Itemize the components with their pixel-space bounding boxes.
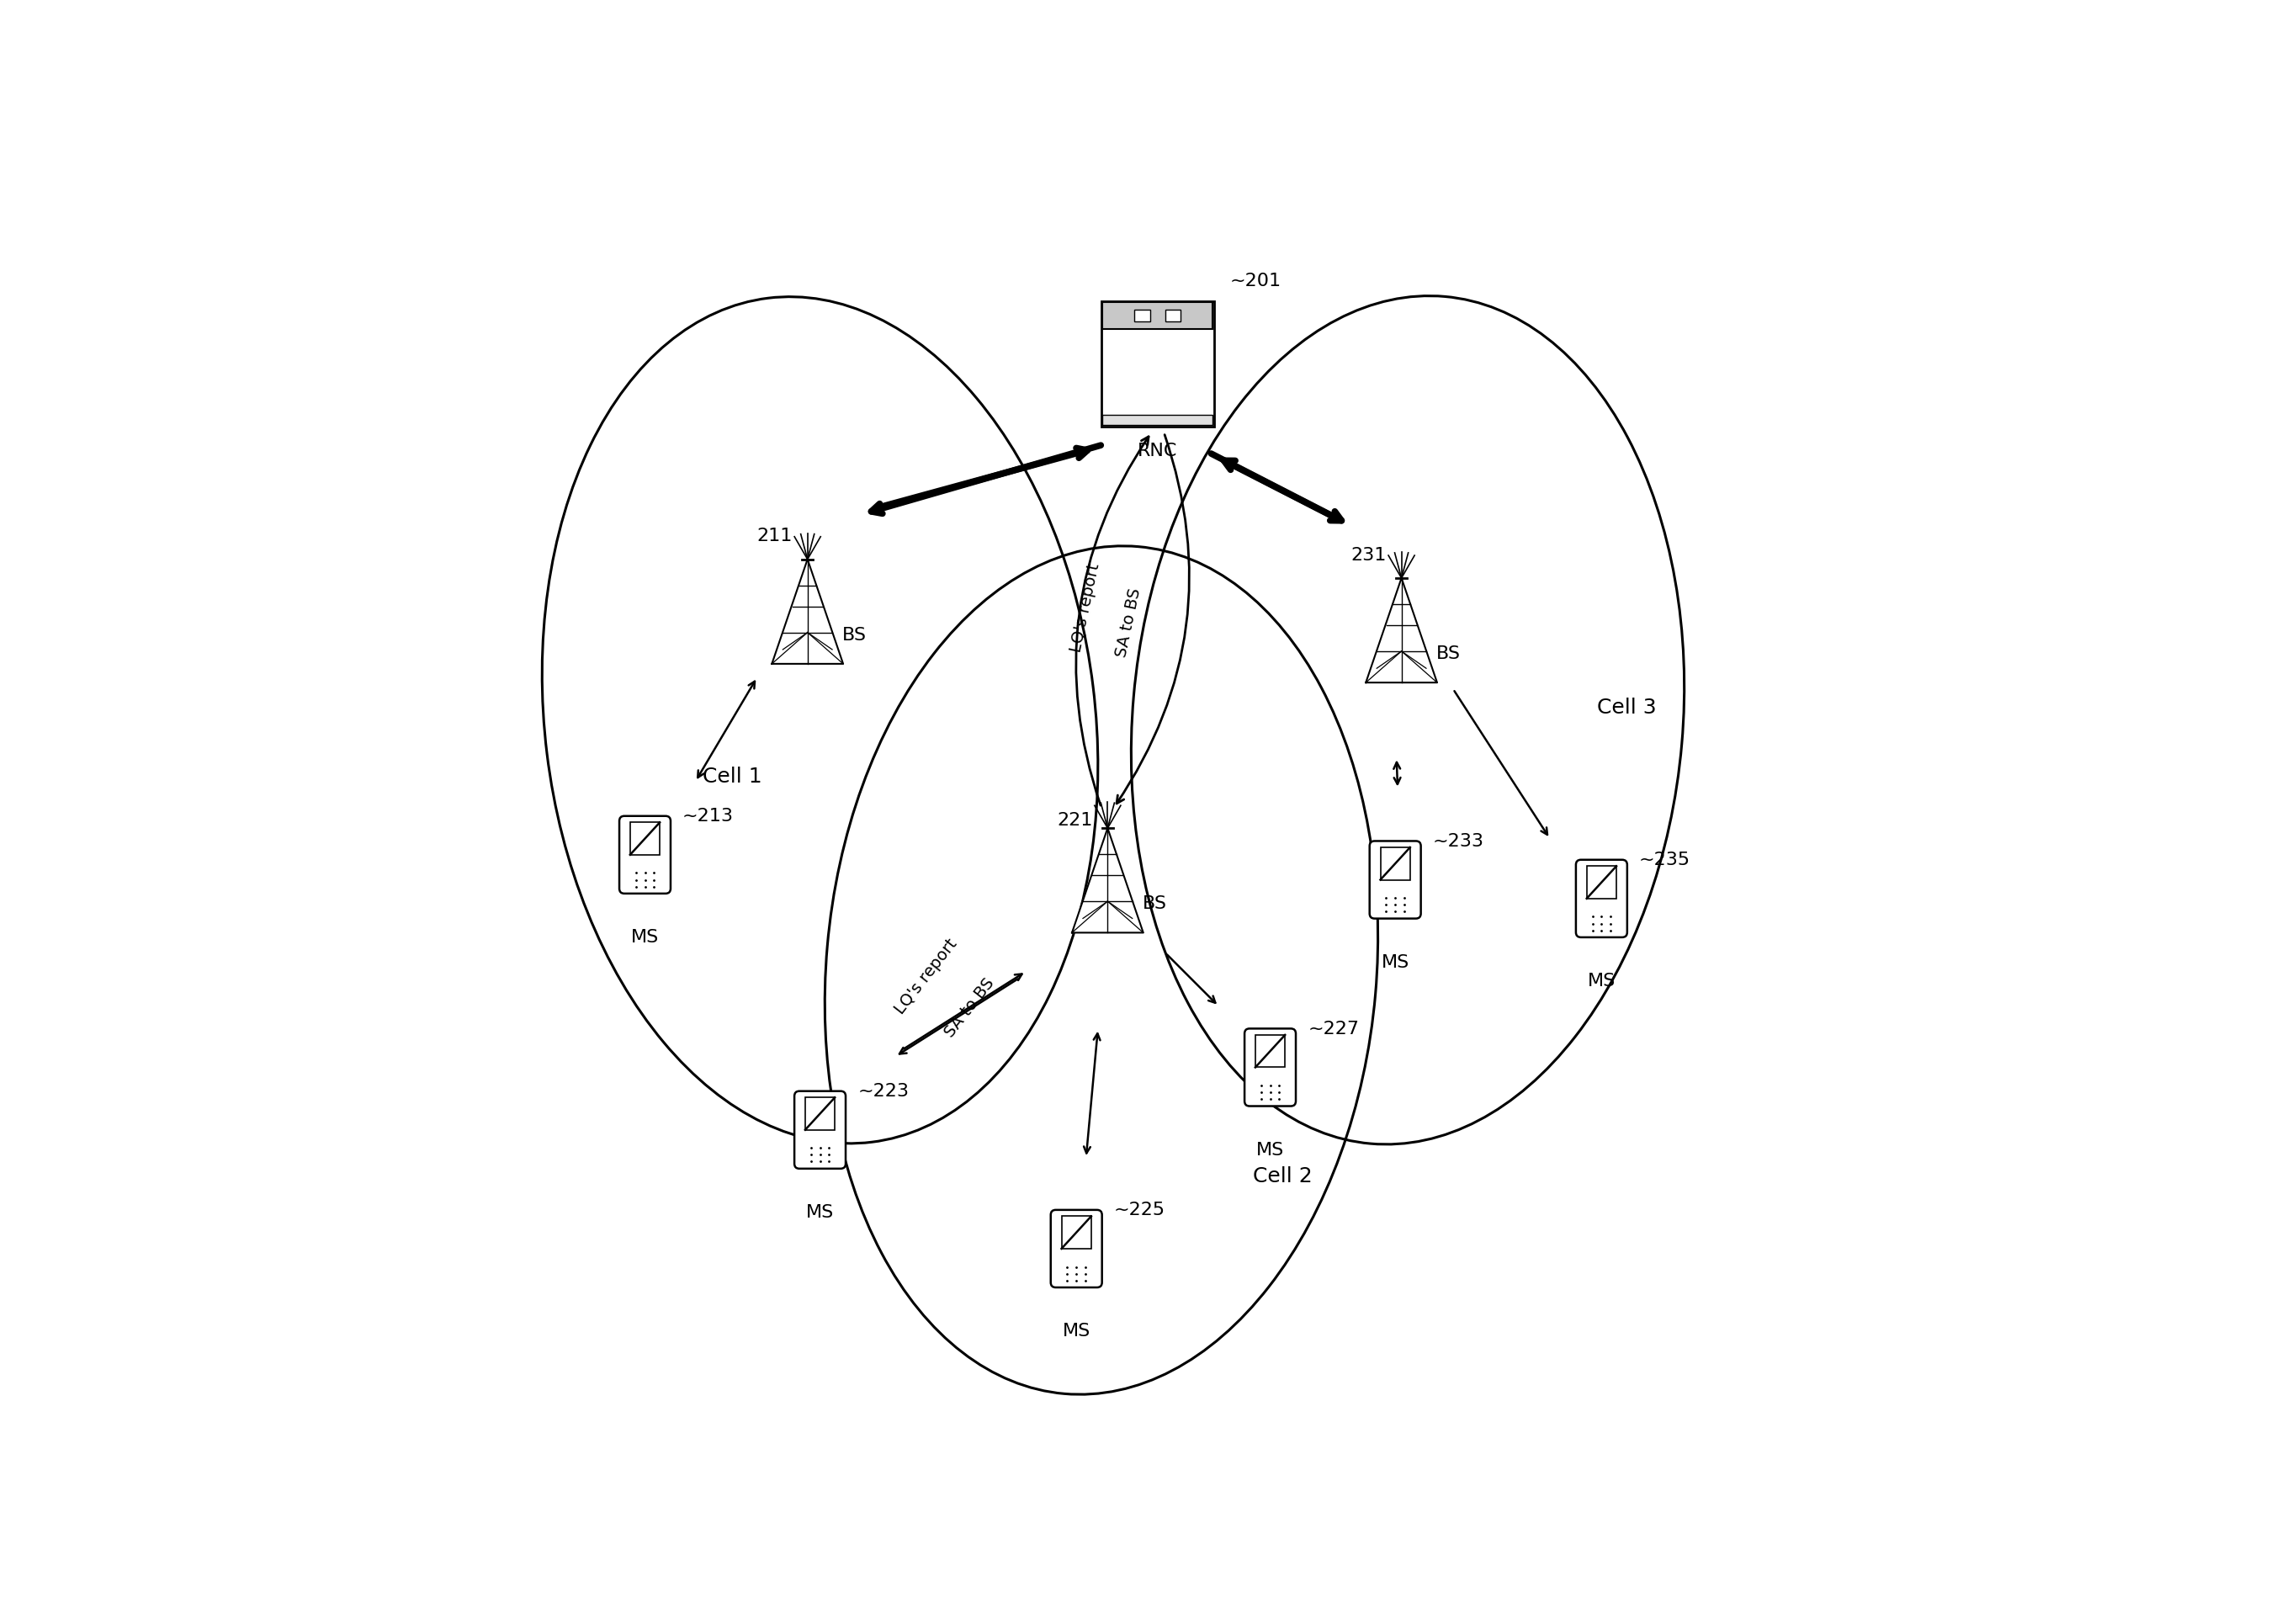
Text: LQ's report: LQ's report xyxy=(893,935,961,1017)
Text: ~223: ~223 xyxy=(858,1083,908,1099)
FancyBboxPatch shape xyxy=(1101,300,1215,425)
Text: ~201: ~201 xyxy=(1231,273,1281,289)
Text: RNC: RNC xyxy=(1138,442,1179,460)
Text: MS: MS xyxy=(1063,1324,1090,1340)
Text: MS: MS xyxy=(806,1203,833,1221)
Text: 211: 211 xyxy=(756,528,793,544)
Text: ~225: ~225 xyxy=(1113,1202,1165,1218)
Bar xyxy=(1256,1034,1285,1067)
Bar xyxy=(1104,416,1213,425)
Text: 221: 221 xyxy=(1056,812,1092,828)
Text: BS: BS xyxy=(1438,645,1460,663)
Text: ~213: ~213 xyxy=(684,809,734,825)
Text: Cell 2: Cell 2 xyxy=(1254,1166,1313,1187)
Text: BS: BS xyxy=(1142,895,1167,913)
Bar xyxy=(1061,1216,1090,1249)
Text: MS: MS xyxy=(1256,1142,1283,1158)
Text: LQ's report: LQ's report xyxy=(1067,562,1101,653)
Text: 231: 231 xyxy=(1351,547,1388,564)
FancyBboxPatch shape xyxy=(1245,1028,1297,1106)
Bar xyxy=(806,1098,836,1130)
Bar xyxy=(1381,848,1410,880)
FancyBboxPatch shape xyxy=(1369,841,1422,919)
Polygon shape xyxy=(772,559,843,664)
Bar xyxy=(1165,310,1181,322)
Polygon shape xyxy=(1072,828,1142,932)
Text: SA to BS: SA to BS xyxy=(1113,586,1145,659)
FancyBboxPatch shape xyxy=(1051,1210,1101,1288)
Bar xyxy=(1587,866,1617,898)
Bar xyxy=(1136,310,1149,322)
Bar xyxy=(629,822,661,854)
Text: MS: MS xyxy=(1381,953,1410,971)
Text: ~227: ~227 xyxy=(1308,1020,1358,1038)
FancyBboxPatch shape xyxy=(1576,859,1628,937)
FancyBboxPatch shape xyxy=(795,1091,845,1169)
Bar xyxy=(1104,302,1213,330)
Text: Cell 1: Cell 1 xyxy=(702,767,763,786)
Text: BS: BS xyxy=(843,627,868,643)
Text: Cell 3: Cell 3 xyxy=(1597,697,1656,718)
Text: MS: MS xyxy=(631,929,659,945)
Polygon shape xyxy=(1365,578,1438,682)
Text: MS: MS xyxy=(1587,973,1615,989)
Text: SA to BS: SA to BS xyxy=(942,974,997,1041)
Text: ~233: ~233 xyxy=(1433,833,1483,849)
Text: ~235: ~235 xyxy=(1640,851,1690,869)
FancyBboxPatch shape xyxy=(620,815,670,893)
